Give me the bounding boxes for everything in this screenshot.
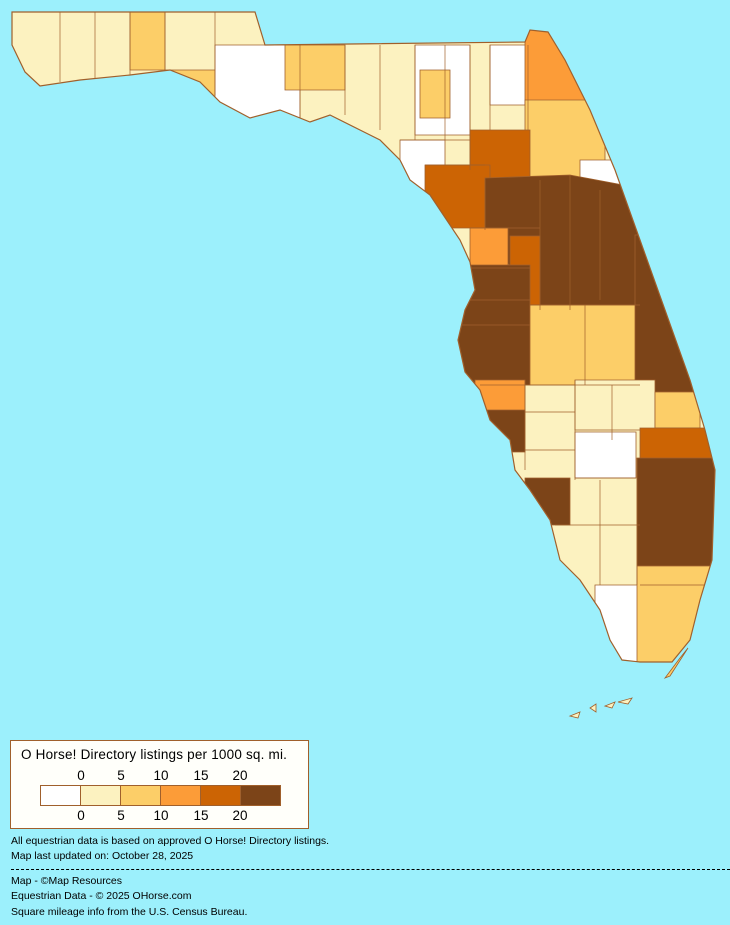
county-walton [129,12,166,71]
legend-tick: 15 [193,808,209,823]
census-credit: Square mileage info from the U.S. Census… [11,906,248,918]
legend-swatch-10-15 [161,786,201,805]
county-st-lucie [639,427,715,461]
legend-swatch-0 [41,786,81,805]
county-indian-river [654,391,701,429]
county-baker [489,44,529,106]
florida-county-map [11,11,716,719]
florida-keys [568,647,689,719]
legend-swatch-20-plus [241,786,280,805]
legend-ticks-bottom: 0 5 10 15 20 [11,808,310,824]
legend-tick: 5 [117,768,125,783]
county-monroe [594,584,641,662]
legend-tick: 20 [232,768,248,783]
updated-note: Map last updated on: October 28, 2025 [11,850,194,862]
legend-tick: 0 [77,808,85,823]
county-citrus [469,227,509,269]
legend-tick: 10 [153,768,169,783]
legend-swatch-0-5 [81,786,121,805]
county-gadsden [284,44,346,91]
legend-swatch-5-10 [121,786,161,805]
legend-tick: 15 [193,768,209,783]
county-madison [419,69,451,119]
legend-ticks-top: 0 5 10 15 20 [11,768,310,784]
county-borders [59,12,712,586]
legend-swatch-15-20 [201,786,241,805]
county-levy [424,164,491,229]
county-palm-beach-broward [636,457,715,567]
legend-tick: 0 [77,768,85,783]
data-basis-note: All equestrian data is based on approved… [11,835,330,847]
legend-tick: 5 [117,808,125,823]
map-legend: O Horse! Directory listings per 1000 sq.… [10,740,309,829]
county-okeechobee-glades [574,431,637,479]
legend-title: O Horse! Directory listings per 1000 sq.… [21,747,288,762]
legend-color-scale [40,785,281,806]
map-credit: Map - ©Map Resources [11,875,123,887]
county-brevard [634,234,701,393]
county-highlands [574,379,656,431]
county-sarasota [474,409,526,453]
data-credit: Equestrian Data - © 2025 OHorse.com [11,890,192,902]
divider [11,869,730,870]
county-duval-nassau [524,24,601,106]
county-lee [524,477,571,526]
legend-tick: 10 [153,808,169,823]
legend-tick: 20 [232,808,248,823]
